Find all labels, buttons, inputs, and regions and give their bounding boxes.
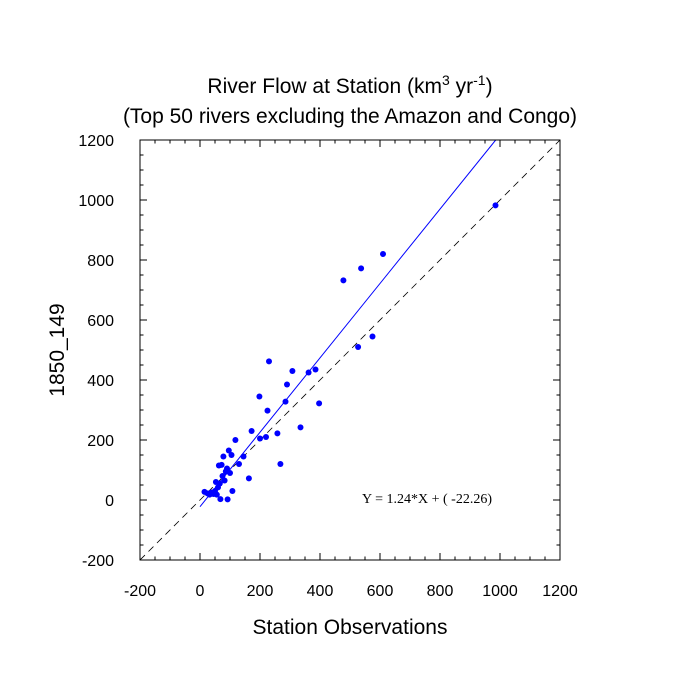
y-tick-label: 200 xyxy=(87,433,114,450)
data-point xyxy=(297,424,304,431)
y-tick-label: 0 xyxy=(105,493,114,510)
x-tick-label: 200 xyxy=(247,583,274,600)
data-point xyxy=(236,461,242,467)
data-point xyxy=(266,358,272,365)
x-tick-label: 1200 xyxy=(542,583,578,600)
data-point xyxy=(305,369,312,376)
data-point xyxy=(289,368,296,374)
data-point xyxy=(224,496,231,503)
data-point xyxy=(284,381,290,388)
data-point xyxy=(340,277,347,284)
data-point xyxy=(316,400,323,407)
data-point xyxy=(312,366,319,373)
data-point xyxy=(224,465,230,472)
data-point xyxy=(263,434,269,440)
data-point xyxy=(225,447,232,454)
data-point xyxy=(492,202,499,209)
data-point xyxy=(219,473,226,479)
x-tick-label: 0 xyxy=(196,583,205,600)
plot-area xyxy=(139,139,561,561)
axis-ticks: -200 0 200 400 600 800 1000 1200 -200 0 200 400 600 8… xyxy=(78,133,577,600)
data-point xyxy=(228,452,235,458)
data-point xyxy=(274,430,281,437)
x-tick-label: 400 xyxy=(307,583,334,600)
y-tick-label: 600 xyxy=(87,313,114,330)
data-point xyxy=(220,453,227,460)
data-point xyxy=(257,435,263,442)
data-point xyxy=(355,344,362,350)
fit-line xyxy=(199,140,497,507)
y-tick-label: 1200 xyxy=(78,133,114,150)
y-tick-label: 1000 xyxy=(78,193,114,210)
y-tick-label: 400 xyxy=(87,373,114,390)
fit-equation: Y = 1.24*X + ( -22.26) xyxy=(362,492,492,507)
chart-title: River Flow at Station (km3 yr-1) xyxy=(207,72,492,98)
x-axis-title: Station Observations xyxy=(253,616,448,639)
y-tick-label: 800 xyxy=(87,253,114,270)
data-point xyxy=(248,428,255,434)
data-point xyxy=(240,453,247,460)
data-point xyxy=(264,407,271,414)
y-tick-label: -200 xyxy=(82,553,114,570)
data-point xyxy=(232,437,239,443)
data-point xyxy=(358,265,365,272)
data-point xyxy=(229,488,236,494)
data-point xyxy=(282,398,289,405)
x-tick-label: 1000 xyxy=(482,583,518,600)
data-point xyxy=(217,496,224,503)
x-tick-label: 800 xyxy=(427,583,454,600)
y-axis-title: 1850_149 xyxy=(46,303,69,396)
data-point xyxy=(256,393,263,400)
data-point xyxy=(245,475,252,482)
data-point xyxy=(221,477,228,484)
chart-subtitle: (Top 50 rivers excluding the Amazon and … xyxy=(123,105,577,128)
data-point xyxy=(380,251,386,257)
x-tick-label: -200 xyxy=(124,583,156,600)
data-point xyxy=(277,461,284,467)
data-point xyxy=(216,480,223,487)
x-tick-label: 600 xyxy=(367,583,394,600)
data-point xyxy=(369,333,376,340)
data-point xyxy=(227,470,233,476)
data-point xyxy=(218,461,225,468)
data-point xyxy=(213,491,220,498)
